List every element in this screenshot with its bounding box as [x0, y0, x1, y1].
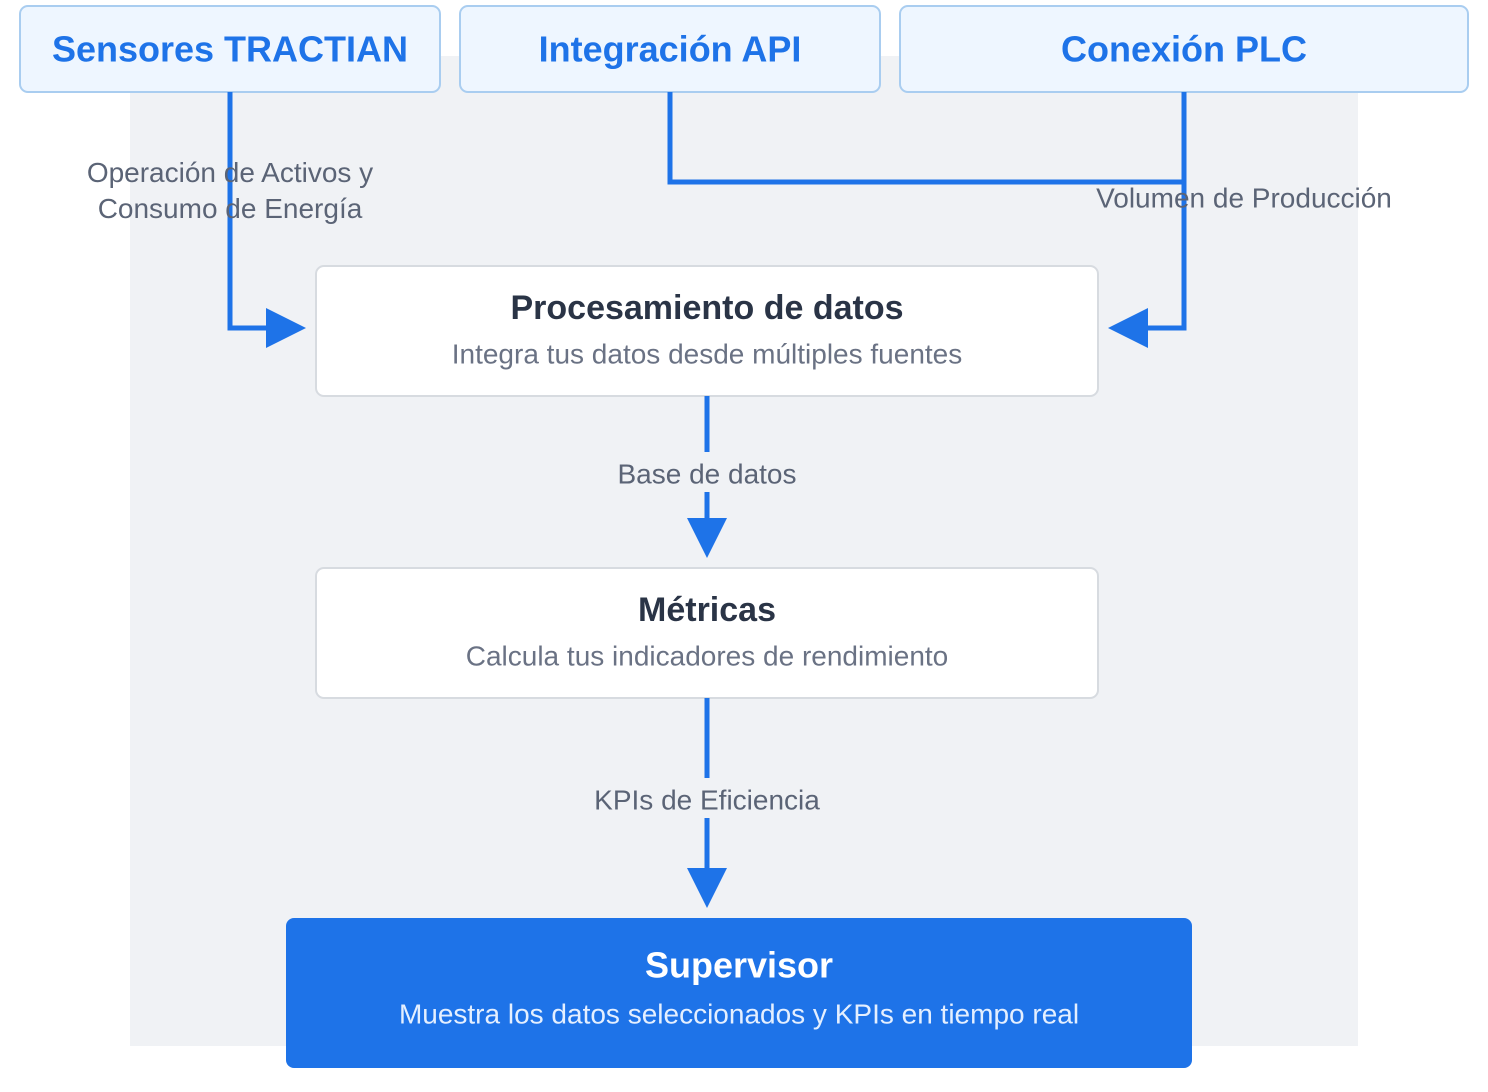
node-sensores-label: Sensores TRACTIAN	[52, 29, 408, 70]
node-supervisor-title: Supervisor	[645, 945, 833, 986]
node-proc-title: Procesamiento de datos	[510, 289, 903, 327]
edge-left-label-1: Operación de Activos y	[87, 157, 373, 188]
node-plc: Conexión PLC	[900, 6, 1468, 92]
flowchart-diagram: Sensores TRACTIAN Integración API Conexi…	[0, 0, 1488, 1092]
node-supervisor-subtitle: Muestra los datos seleccionados y KPIs e…	[399, 998, 1079, 1029]
edge-left-label-2: Consumo de Energía	[98, 193, 363, 224]
node-supervisor: Supervisor Muestra los datos seleccionad…	[286, 918, 1192, 1068]
node-metrics: Métricas Calcula tus indicadores de rend…	[316, 568, 1098, 698]
node-api: Integración API	[460, 6, 880, 92]
node-plc-label: Conexión PLC	[1061, 29, 1307, 70]
node-metrics-subtitle: Calcula tus indicadores de rendimiento	[466, 640, 949, 671]
edge-db-label: Base de datos	[617, 458, 796, 489]
node-api-label: Integración API	[539, 29, 802, 70]
edge-kpi-label: KPIs de Eficiencia	[594, 784, 820, 815]
node-procesamiento: Procesamiento de datos Integra tus datos…	[316, 266, 1098, 396]
edge-right-label: Volumen de Producción	[1096, 182, 1392, 213]
node-proc-subtitle: Integra tus datos desde múltiples fuente…	[452, 338, 963, 369]
node-sensores: Sensores TRACTIAN	[20, 6, 440, 92]
node-metrics-title: Métricas	[638, 591, 776, 629]
